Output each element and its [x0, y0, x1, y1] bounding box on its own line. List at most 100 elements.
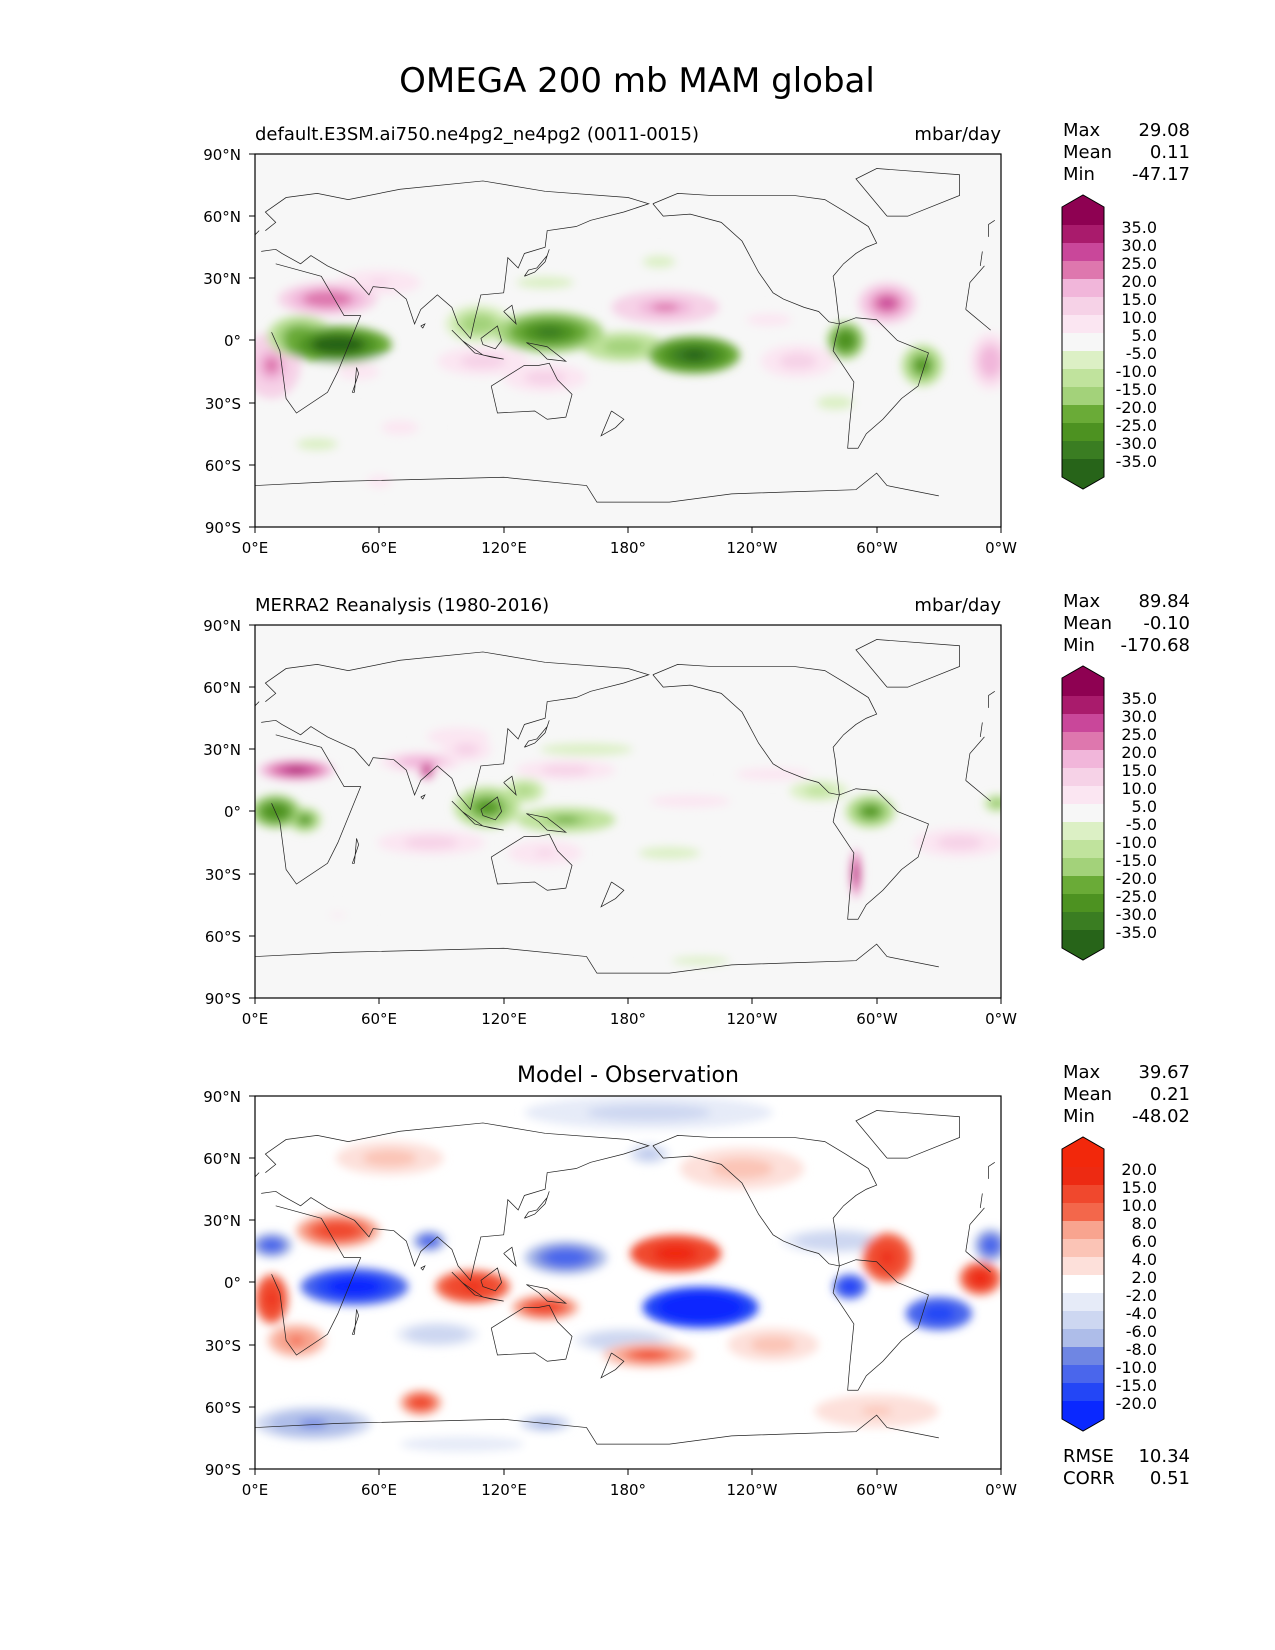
colorbar-band [1062, 405, 1104, 424]
contour-field [255, 1096, 1001, 1455]
x-tick-label: 60°E [361, 1481, 397, 1499]
stat-value: -0.10 [1143, 613, 1190, 634]
coastline [652, 1135, 878, 1267]
stat-label: Max [1063, 120, 1101, 141]
coastline [351, 1309, 359, 1335]
colorbar-label: -20.0 [1116, 1394, 1157, 1413]
colorbar-band [1062, 1185, 1104, 1204]
colorbar-band [1062, 225, 1104, 244]
field-blob [460, 746, 473, 753]
field-blob [340, 1281, 368, 1292]
coastline [255, 472, 939, 503]
coastline [255, 691, 995, 708]
x-axis-reference: 0°E 60°E 120°E 180° 120°W 60°W 0°W [242, 998, 1017, 1028]
x-tick-label: 60°W [856, 539, 898, 557]
field-blob [861, 1406, 893, 1416]
coastline [255, 1414, 939, 1445]
field-blob [463, 1282, 482, 1291]
stats-difference: Max 39.67 Mean 0.21 Min -48.02 RMSE 10.3… [1063, 1062, 1190, 1489]
coastline [855, 168, 960, 217]
coastline [420, 794, 426, 800]
coastline [480, 325, 502, 350]
y-tick-label: 90°N [203, 146, 241, 164]
coastline [490, 362, 573, 420]
colorbar-label: 30.0 [1121, 707, 1157, 726]
colorbar-test: 35.0 30.0 25.0 20.0 15.0 10.0 5.0 -5.0 -… [1061, 194, 1157, 490]
colorbar-band [1062, 261, 1104, 280]
coastline [832, 1259, 929, 1391]
x-tick-label: 120°W [727, 539, 778, 557]
colorbar-label: -10.0 [1116, 1358, 1157, 1377]
field-blob [650, 258, 668, 265]
stat-value: -48.02 [1132, 1106, 1190, 1127]
field-blob [611, 1337, 637, 1344]
colorbar-label: 5.0 [1132, 326, 1157, 345]
colorbar-label: 20.0 [1121, 1160, 1157, 1179]
stat-label: Mean [1063, 142, 1112, 163]
colorbar-label: 10.0 [1121, 779, 1157, 798]
colorbar-band [1062, 243, 1104, 262]
stat-value: 39.67 [1138, 1062, 1190, 1083]
colorbar-label: 6.0 [1132, 1232, 1157, 1251]
colorbar-band [1062, 750, 1104, 769]
field-blob [266, 1242, 277, 1249]
colorbar-label: 20.0 [1121, 743, 1157, 762]
coastline [526, 1284, 568, 1304]
colorbar-label: -20.0 [1116, 869, 1157, 888]
colorbar-label: -8.0 [1126, 1340, 1157, 1359]
field-blob [471, 357, 495, 365]
colorbar-band [1062, 441, 1104, 460]
field-blob [757, 316, 781, 323]
panel-reference-map [255, 625, 1001, 998]
stat-value: -170.68 [1121, 635, 1190, 656]
field-blob [788, 357, 808, 366]
colorbar-band [1062, 786, 1104, 805]
coastline [255, 220, 995, 237]
panel-difference: Model - Observation 90°N 60°N 30°N 0° 30… [203, 1062, 1190, 1499]
field-blob [373, 478, 386, 485]
colorbar-outline [1061, 194, 1105, 490]
colorbar-band [1062, 1347, 1104, 1366]
colorbar-segments [1062, 1137, 1104, 1431]
colorbar-label: 25.0 [1121, 254, 1157, 273]
coastline [524, 720, 550, 748]
x-tick-label: 60°W [856, 1010, 898, 1028]
coastline [526, 813, 568, 833]
colorbar-band [1062, 459, 1104, 478]
colorbar-label: 35.0 [1121, 689, 1157, 708]
colorbar-band [1062, 840, 1104, 859]
x-axis-test: 0°E 60°E 120°E 180° 120°W 60°W 0°W [242, 527, 1017, 557]
coastline [832, 788, 929, 920]
colorbar-label: -30.0 [1116, 905, 1157, 924]
x-tick-label: 60°E [361, 539, 397, 557]
colorbar-label: -10.0 [1116, 362, 1157, 381]
colorbar-label: -4.0 [1126, 1304, 1157, 1323]
coastline [420, 1265, 426, 1271]
colorbar-band [1062, 1383, 1104, 1402]
colorbar-band [1062, 714, 1104, 733]
y-tick-label: 90°N [203, 1088, 241, 1106]
corr-label: CORR [1063, 1468, 1115, 1489]
field-blob [329, 913, 347, 918]
coastline [503, 775, 517, 797]
x-tick-label: 120°E [481, 1481, 527, 1499]
colorbar-label: -25.0 [1116, 416, 1157, 435]
colorbar-label: 8.0 [1132, 1214, 1157, 1233]
panel-reference: MERRA2 Reanalysis (1980-2016) mbar/day 9… [203, 591, 1190, 1028]
rmse-label: RMSE [1063, 1446, 1114, 1467]
field-blob [553, 816, 579, 823]
colorbar-label: -10.0 [1116, 833, 1157, 852]
panel-difference-center-title: Model - Observation [517, 1063, 739, 1088]
field-blob [327, 1226, 349, 1235]
field-blob [535, 849, 555, 857]
field-blob [571, 747, 603, 752]
field-blob [417, 839, 445, 846]
colorbar-label: -5.0 [1126, 815, 1157, 834]
colorbar-band [1062, 315, 1104, 334]
field-blob [686, 958, 716, 963]
colorbar-band [1062, 1329, 1104, 1348]
y-tick-label: 30°S [205, 1337, 241, 1355]
stat-label: Mean [1063, 613, 1112, 634]
colorbar-extend-max [1062, 195, 1104, 207]
